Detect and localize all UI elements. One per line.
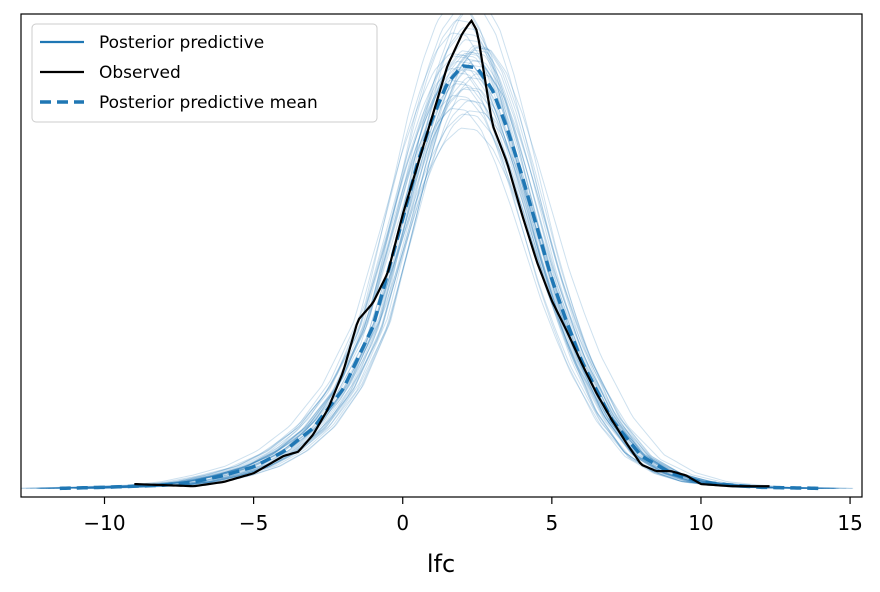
legend-label: Posterior predictive — [99, 33, 264, 53]
legend-item: Posterior predictive — [40, 33, 264, 53]
legend-label: Observed — [99, 63, 181, 83]
posterior-predictive-draw — [85, 58, 807, 489]
x-tick-label: 10 — [688, 511, 713, 535]
posterior-predictive-draw — [30, 60, 835, 489]
x-axis: −10 −5 0 5 10 15 — [83, 497, 863, 535]
posterior-predictive-draw — [84, 27, 799, 489]
x-axis-label: lfc — [427, 550, 455, 578]
plot-area — [21, 14, 854, 491]
posterior-predictive-draw — [83, 52, 803, 489]
legend-label: Posterior predictive mean — [99, 93, 318, 113]
posterior-predictive-draw — [87, 68, 794, 489]
legend-item: Posterior predictive mean — [40, 93, 318, 113]
posterior-predictive-draw — [82, 39, 804, 489]
x-tick-label: 5 — [545, 511, 558, 535]
legend: Posterior predictive Observed Posterior pr… — [31, 23, 378, 123]
legend-item: Observed — [40, 63, 181, 83]
posterior-predictive-draw — [81, 76, 809, 489]
x-tick-label: −5 — [239, 511, 268, 535]
legend-box — [31, 23, 378, 123]
observed-line — [134, 18, 770, 488]
posterior-predictive-draw — [45, 86, 838, 489]
posterior-predictive-draw — [75, 19, 794, 489]
posterior-predictive-draw — [46, 107, 812, 489]
x-tick-label: 15 — [837, 511, 862, 535]
posterior-predictive-draw — [76, 73, 830, 489]
posterior-predictive-draw — [42, 32, 814, 489]
plot-frame — [20, 13, 863, 498]
x-tick-label: 0 — [396, 511, 409, 535]
x-tick-label: −10 — [83, 511, 125, 535]
posterior-predictive-draw — [48, 72, 815, 489]
posterior-predictive-draw — [81, 14, 810, 489]
